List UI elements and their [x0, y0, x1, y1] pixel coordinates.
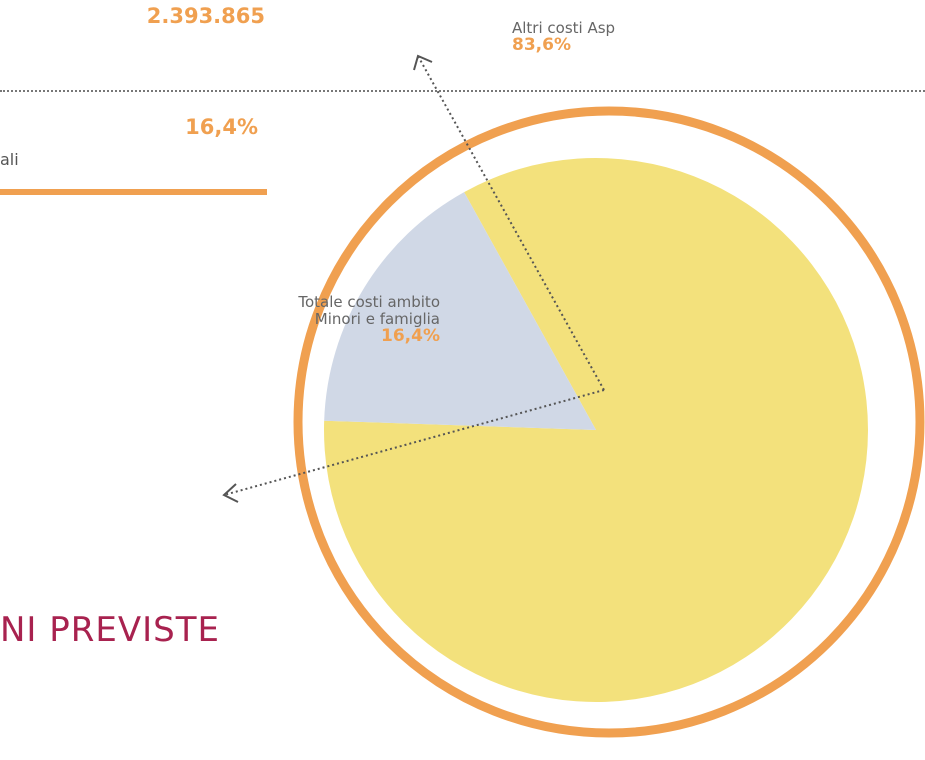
leader-line [223, 389, 605, 496]
share-value: 16,4% [185, 115, 258, 139]
pie-slice [324, 192, 596, 430]
pie [324, 157, 869, 703]
value-label: 16,4% [381, 326, 440, 346]
leader-lines [223, 55, 605, 496]
arrow-head [222, 483, 239, 503]
arrow-head [413, 54, 433, 71]
category-label: Altri costi Asp [512, 19, 616, 37]
section-heading: NI PREVISTE [0, 610, 220, 650]
slice-label: Altri costi Asp 83,6% [512, 20, 615, 54]
slice-label: Totale costi ambito Minori e famiglia 16… [290, 294, 440, 345]
orange-rule [0, 189, 267, 195]
category-label: Totale costi ambito Minori e famiglia [298, 293, 440, 328]
total-value: 2.393.865 [146, 4, 265, 28]
label-fragment: ali [0, 150, 19, 169]
dotted-rule [0, 90, 925, 92]
ring [293, 106, 925, 738]
pie-slice [324, 157, 869, 703]
value-label: 83,6% [512, 35, 571, 55]
leader-line [417, 55, 605, 391]
